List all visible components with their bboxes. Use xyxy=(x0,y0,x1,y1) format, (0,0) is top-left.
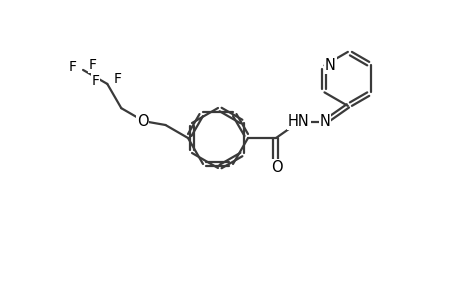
Text: O: O xyxy=(271,160,282,175)
Text: F: F xyxy=(91,74,99,88)
Text: N: N xyxy=(319,114,330,129)
Text: O: O xyxy=(137,114,148,129)
Text: HN: HN xyxy=(287,114,309,129)
Text: F: F xyxy=(113,72,121,86)
Text: F: F xyxy=(89,58,97,72)
Text: F: F xyxy=(69,60,77,74)
Text: N: N xyxy=(325,58,335,73)
